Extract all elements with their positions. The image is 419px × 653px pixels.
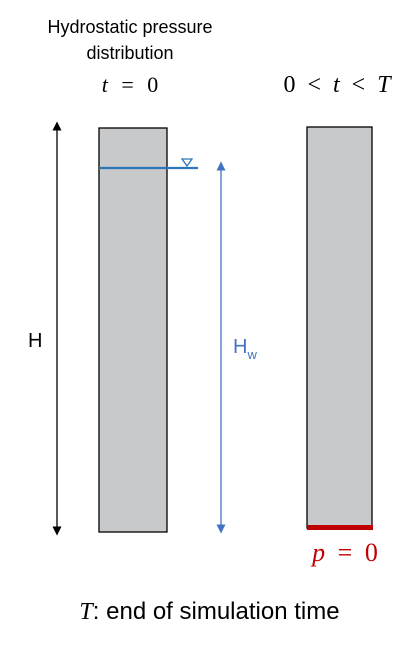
caption-text: : end of simulation time [92, 598, 340, 625]
time-value: 0 [147, 72, 159, 97]
drainage-boundary-bar [307, 525, 373, 530]
time-variable: t [101, 72, 108, 97]
left-soil-column [98, 127, 168, 533]
equals-sign: = [121, 72, 134, 97]
interval-variable: t [332, 72, 340, 98]
time-interval-label: 0 < t < T [262, 72, 412, 99]
caption-variable: T [79, 599, 93, 625]
height-label: H [28, 330, 43, 352]
title-line-2: distribution [86, 43, 174, 63]
pressure-variable: p [312, 538, 326, 567]
less-than-1: < [307, 72, 321, 98]
time-initial-label: t = 0 [60, 72, 200, 98]
bc-value: 0 [364, 538, 378, 567]
bc-equals: = [337, 538, 353, 567]
title-hydrostatic-distribution: Hydrostatic pressure distribution [10, 14, 250, 66]
caption: T: end of simulation time [0, 598, 419, 626]
water-level-symbol-icon [180, 158, 194, 168]
interval-lower: 0 [283, 72, 296, 98]
water-height-subscript: w [247, 347, 257, 362]
title-line-1: Hydrostatic pressure [47, 17, 213, 37]
interval-upper: T [377, 72, 391, 98]
right-soil-column [306, 126, 373, 529]
water-height-label: Hw [233, 336, 257, 362]
water-height-main: H [233, 336, 248, 358]
boundary-condition-label: p = 0 [300, 538, 390, 568]
less-than-2: < [351, 72, 366, 98]
